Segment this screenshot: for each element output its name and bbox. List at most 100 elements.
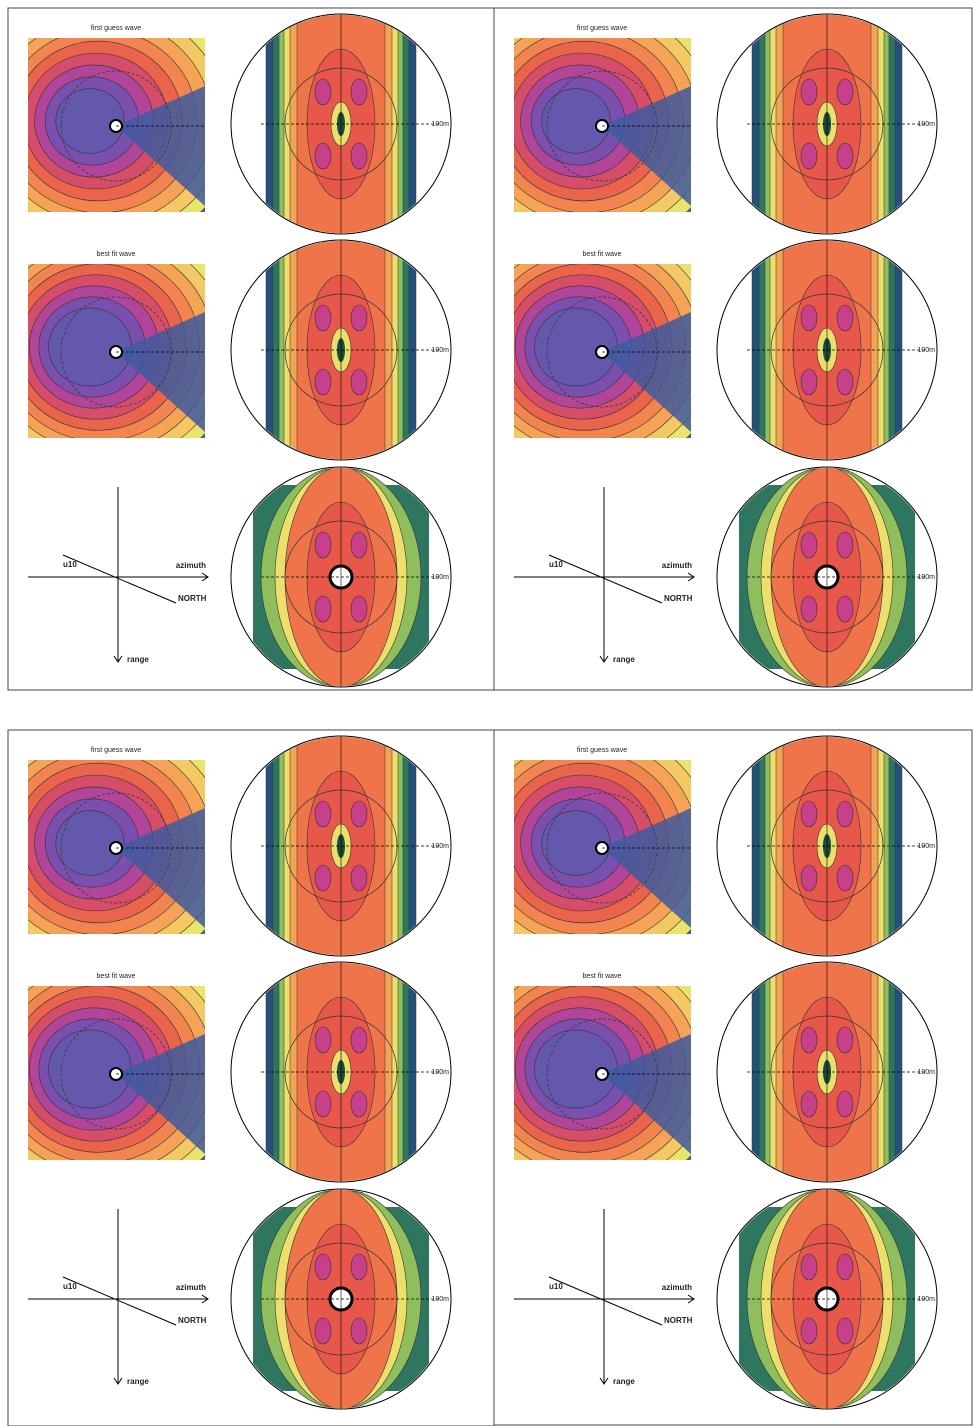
sar-peak <box>314 1253 332 1281</box>
sar-outline <box>230 466 452 688</box>
sar-scale: 100m <box>431 1296 449 1303</box>
sar-peak <box>350 1317 368 1345</box>
wave-title: first guess wave <box>91 747 141 754</box>
sar-peak <box>314 864 332 892</box>
north-label: NORTH <box>178 594 207 603</box>
wave-plot <box>28 986 205 1160</box>
sar-scale: 100m <box>917 1069 935 1076</box>
sar-peak <box>836 1317 854 1345</box>
wave-title: best fit wave <box>97 973 136 980</box>
arrow <box>687 1294 695 1304</box>
sar-peak <box>314 78 332 106</box>
wave-title: best fit wave <box>583 973 622 980</box>
arrow <box>599 1377 609 1385</box>
sar-peak <box>836 368 854 396</box>
wave-plot <box>514 38 691 212</box>
arrow <box>113 655 123 663</box>
north-label: NORTH <box>664 1316 693 1325</box>
wind-label: u10 <box>63 1282 77 1291</box>
sar-peak <box>314 304 332 332</box>
sar-peak <box>800 595 818 623</box>
sar-peak <box>314 1090 332 1118</box>
wave-wedge <box>116 312 205 432</box>
wave-contour <box>541 810 611 876</box>
sar-peak <box>314 595 332 623</box>
arrow <box>201 1294 209 1304</box>
sar-outline <box>230 13 452 235</box>
sar-outline <box>716 735 938 957</box>
wave-wedge <box>602 1034 691 1154</box>
sar-scale: 100m <box>917 347 935 354</box>
range-label: range <box>613 1377 635 1386</box>
axis-line <box>62 1276 177 1326</box>
sar-peak <box>836 531 854 559</box>
sar-scale: 100m <box>431 1069 449 1076</box>
wave-plot <box>28 38 205 212</box>
sar-peak <box>836 595 854 623</box>
arrow <box>599 655 609 663</box>
sar-peak <box>350 531 368 559</box>
sar-scale: 100m <box>431 843 449 850</box>
sar-scale: 100m <box>917 843 935 850</box>
sar-peak <box>314 531 332 559</box>
sar-scale: 100m <box>431 574 449 581</box>
azimuth-label: azimuth <box>662 1283 692 1292</box>
wind-label: u10 <box>549 560 563 569</box>
wave-contour <box>55 88 125 154</box>
sar-outline <box>716 961 938 1183</box>
wave-plot <box>514 760 691 934</box>
sar-peak <box>836 142 854 170</box>
sar-peak <box>350 864 368 892</box>
panel-border <box>493 7 973 691</box>
sar-peak <box>836 304 854 332</box>
sar-outline <box>230 735 452 957</box>
sar-peak <box>800 1317 818 1345</box>
azimuth-label: azimuth <box>176 561 206 570</box>
range-label: range <box>613 655 635 664</box>
sar-peak <box>314 800 332 828</box>
sar-peak <box>800 1253 818 1281</box>
sar-peak <box>350 142 368 170</box>
sar-peak <box>800 1026 818 1054</box>
sar-peak <box>800 142 818 170</box>
wave-wedge <box>116 1034 205 1154</box>
sar-scale: 100m <box>917 121 935 128</box>
sar-outline <box>230 239 452 461</box>
sar-outline <box>716 239 938 461</box>
wave-wedge <box>602 86 691 206</box>
azimuth-label: azimuth <box>176 1283 206 1292</box>
wave-plot <box>514 986 691 1160</box>
wave-contour <box>55 810 125 876</box>
wave-title: best fit wave <box>583 251 622 258</box>
wave-wedge <box>116 86 205 206</box>
sar-peak <box>350 368 368 396</box>
wave-wedge <box>602 808 691 928</box>
sar-peak <box>314 142 332 170</box>
sar-peak <box>800 368 818 396</box>
wave-plot <box>28 264 205 438</box>
sar-peak <box>836 1026 854 1054</box>
sar-peak <box>314 1317 332 1345</box>
sar-peak <box>836 1090 854 1118</box>
wave-title: first guess wave <box>577 25 627 32</box>
wave-wedge <box>116 808 205 928</box>
north-label: NORTH <box>664 594 693 603</box>
sar-peak <box>350 304 368 332</box>
sar-peak <box>350 1026 368 1054</box>
axis-line <box>62 554 177 604</box>
sar-peak <box>350 595 368 623</box>
azimuth-label: azimuth <box>662 561 692 570</box>
sar-outline <box>230 961 452 1183</box>
sar-peak <box>800 800 818 828</box>
sar-scale: 100m <box>917 574 935 581</box>
arrow <box>113 1377 123 1385</box>
wave-wedge <box>602 312 691 432</box>
panel-border <box>493 729 973 1426</box>
sar-outline <box>716 1188 938 1410</box>
sar-peak <box>800 304 818 332</box>
sar-peak <box>800 1090 818 1118</box>
sar-peak <box>836 78 854 106</box>
range-label: range <box>127 655 149 664</box>
range-label: range <box>127 1377 149 1386</box>
